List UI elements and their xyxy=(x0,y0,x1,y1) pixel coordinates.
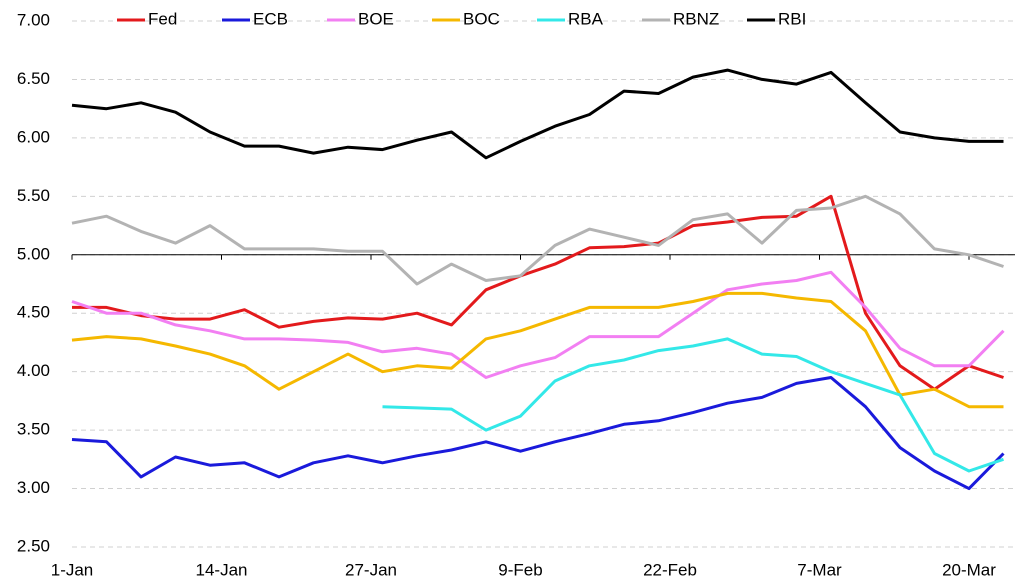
y-tick-label: 6.00 xyxy=(17,127,50,146)
legend-label: Fed xyxy=(148,9,177,28)
legend-label: BOE xyxy=(358,9,394,28)
y-tick-label: 4.50 xyxy=(17,303,50,322)
x-tick-label: 1-Jan xyxy=(51,560,94,579)
y-tick-label: 2.50 xyxy=(17,536,50,555)
y-tick-label: 3.50 xyxy=(17,420,50,439)
series-line xyxy=(71,270,1005,379)
y-tick-label: 3.00 xyxy=(17,478,50,497)
legend-label: BOC xyxy=(463,9,500,28)
legend-label: ECB xyxy=(253,9,288,28)
x-tick-label: 20-Mar xyxy=(942,560,996,579)
y-tick-label: 7.00 xyxy=(17,10,50,29)
x-tick-label: 14-Jan xyxy=(196,560,248,579)
series-line xyxy=(71,68,1004,160)
y-tick-label: 4.00 xyxy=(17,361,50,380)
y-tick-label: 5.50 xyxy=(17,186,50,205)
legend-label: RBA xyxy=(568,9,604,28)
x-tick-label: 27-Jan xyxy=(345,560,397,579)
y-tick-label: 5.00 xyxy=(17,244,50,263)
legend-label: RBI xyxy=(778,9,806,28)
y-tick-label: 6.50 xyxy=(17,69,50,88)
legend-label: RBNZ xyxy=(673,9,719,28)
series-line xyxy=(382,337,1004,473)
series-line xyxy=(71,194,1004,286)
series-line xyxy=(71,376,1005,491)
series-line xyxy=(72,194,1004,391)
x-tick-label: 7-Mar xyxy=(797,560,842,579)
series-line xyxy=(71,291,1004,409)
x-tick-label: 22-Feb xyxy=(643,560,697,579)
x-tick-label: 9-Feb xyxy=(498,560,542,579)
